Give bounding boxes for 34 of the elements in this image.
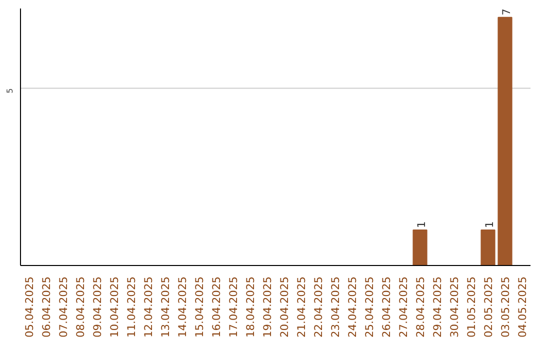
data-label: 1 [482,221,496,228]
x-tick-label: 27.04.2025 [397,276,410,338]
x-tick-label: 26.04.2025 [380,276,393,338]
x-tick-label: 18.04.2025 [244,276,257,338]
x-tick-label: 07.04.2025 [57,276,70,338]
x-tick-label: 22.04.2025 [312,276,325,338]
data-label: 1 [414,221,428,228]
x-tick-label: 11.04.2025 [125,276,138,338]
x-tick-label: 05.04.2025 [23,276,36,338]
x-tick-label: 21.04.2025 [295,276,308,338]
x-tick-label: 17.04.2025 [227,276,240,338]
x-tick-label: 01.05.2025 [465,276,478,338]
x-tick-label: 28.04.2025 [414,276,427,338]
x-tick-label: 02.05.2025 [482,276,495,338]
x-tick-label: 14.04.2025 [176,276,189,338]
x-tick-label: 12.04.2025 [142,276,155,338]
x-tick-label: 13.04.2025 [159,276,172,338]
x-tick-label: 15.04.2025 [193,276,206,338]
x-tick-label: 04.05.2025 [516,276,529,338]
x-tick-label: 16.04.2025 [210,276,223,338]
x-tick-label: 30.04.2025 [448,276,461,338]
x-tick-label: 09.04.2025 [91,276,104,338]
data-label: 7 [500,8,513,16]
x-tick-label: 24.04.2025 [346,276,359,338]
x-tick-label: 29.04.2025 [431,276,444,338]
x-tick-label: 25.04.2025 [363,276,376,338]
x-tick-label: 19.04.2025 [261,276,274,338]
x-tick-label: 06.04.2025 [40,276,53,338]
x-tick-label: 20.04.2025 [278,276,291,338]
x-tick-label: 10.04.2025 [108,276,121,338]
x-tick-label: 08.04.2025 [74,276,87,338]
ref-line-label: 5 [6,88,14,94]
x-tick-label: 23.04.2025 [329,276,342,338]
x-tick-label: 03.05.2025 [499,276,512,338]
